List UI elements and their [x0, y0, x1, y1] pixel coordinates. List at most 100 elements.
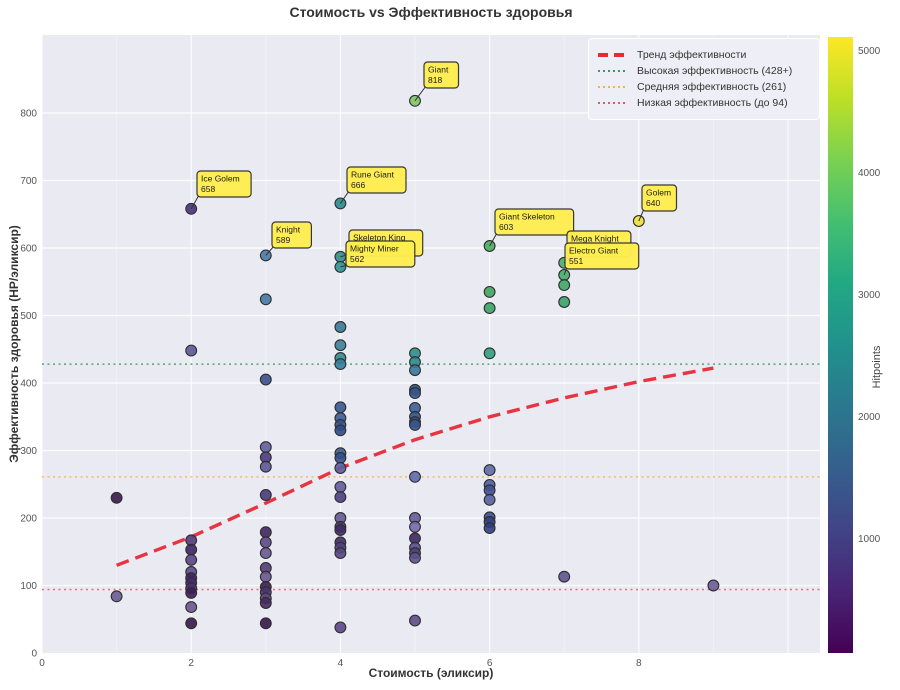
x-tick-label: 4: [338, 658, 344, 669]
annotation-box: [346, 166, 407, 194]
legend-item: Низкая эффективность (до 94): [598, 96, 810, 110]
annotation-value: 551: [569, 256, 583, 266]
annotation-value: 818: [428, 75, 442, 85]
legend-label: Низкая эффективность (до 94): [637, 97, 788, 109]
x-tick-label: 0: [39, 658, 45, 669]
scatter-point: [259, 617, 272, 630]
y-tick-label: 0: [31, 649, 37, 660]
scatter-point: [558, 296, 571, 308]
annotation-box: [641, 184, 678, 212]
colorbar-label: Hitpoints: [871, 345, 883, 389]
scatter-point: [409, 387, 421, 400]
annotation-value: 562: [350, 254, 364, 264]
scatter-point: [334, 424, 347, 437]
x-tick-label: 8: [636, 658, 642, 669]
annotation-name: Knight: [276, 225, 301, 235]
scatter-point: [334, 491, 347, 504]
legend-line-sample: [598, 102, 628, 104]
annotation-value: 603: [499, 222, 513, 232]
plot-background: [42, 35, 820, 653]
scatter-point: [334, 451, 347, 464]
y-tick-label: 200: [20, 514, 37, 525]
annotation-box: [494, 208, 575, 236]
scatter-point: [334, 480, 347, 493]
x-axis-label: Стоимость (эликсир): [368, 666, 494, 680]
legend-item: Тренд эффективности: [598, 48, 810, 62]
annotation-name: Mega Knight: [571, 234, 619, 244]
legend-label: Средняя эффективность (261): [637, 81, 787, 93]
annotation-value: 658: [201, 184, 215, 194]
colorbar-tick-label: 1000: [858, 533, 881, 545]
y-tick-label: 800: [20, 109, 37, 120]
y-tick-label: 500: [20, 311, 37, 322]
scatter-point: [409, 551, 421, 564]
scatter-point: [483, 285, 496, 298]
annotation-name: Giant Skeleton: [499, 212, 555, 222]
scatter-point: [334, 462, 347, 474]
legend-line-sample: [598, 86, 628, 88]
scatter-point: [259, 460, 272, 473]
scatter-point: [558, 269, 571, 281]
legend-item: Высокая эффективность (428+): [598, 64, 810, 78]
scatter-point: [259, 441, 272, 454]
scatter-point: [409, 520, 421, 533]
y-tick-label: 300: [20, 446, 37, 457]
annotation-box: [196, 170, 252, 198]
scatter-point: [259, 547, 272, 560]
scatter-point: [483, 240, 496, 252]
scatter-point: [409, 364, 421, 377]
scatter-point: [259, 489, 272, 501]
scatter-point: [483, 493, 496, 506]
annotation-arrow: [339, 190, 350, 204]
trend-line: [115, 366, 714, 567]
legend-line-sample: [598, 53, 628, 57]
y-tick-label: 100: [20, 581, 37, 592]
scatter-point: [185, 601, 198, 614]
x-tick-label: 2: [188, 658, 194, 669]
scatter-point: [259, 536, 272, 549]
colorbar-tick-label: 4000: [858, 167, 881, 179]
colorbar-tick-label: 3000: [858, 289, 881, 301]
scatter-point: [334, 401, 347, 414]
annotation-arrow: [190, 194, 200, 210]
scatter-point: [185, 586, 198, 599]
legend-label: Высокая эффективность (428+): [637, 65, 793, 77]
annotation-arrow: [414, 85, 427, 102]
scatter-point: [334, 250, 347, 263]
scatter-point: [632, 215, 645, 227]
scatter-point: [334, 358, 347, 371]
colorbar-gradient: [828, 37, 853, 653]
scatter-point: [483, 347, 496, 360]
scatter-point: [334, 321, 347, 333]
annotation-box: [564, 242, 640, 270]
scatter-point: [334, 547, 347, 560]
y-tick-label: 600: [20, 244, 37, 255]
annotation-box: [423, 61, 460, 89]
annotation-box: [271, 221, 313, 249]
scatter-point: [334, 621, 347, 634]
scatter-point: [409, 470, 421, 483]
legend-label: Тренд эффективности: [637, 49, 747, 61]
scatter-point: [110, 590, 123, 603]
scatter-point: [259, 597, 272, 609]
legend: Тренд эффективности Высокая эффективность…: [588, 38, 820, 120]
annotation-value: 589: [276, 235, 290, 245]
scatter-point: [110, 491, 123, 504]
annotation-box: [345, 240, 416, 268]
y-tick-label: 700: [20, 176, 37, 187]
y-axis-label: Эффективность здоровья (HP/эликсир): [7, 225, 21, 463]
scatter-point: [259, 293, 272, 306]
scatter-point: [409, 614, 421, 627]
x-tick-label: 6: [487, 658, 493, 669]
colorbar-tick-label: 5000: [858, 45, 881, 57]
scatter-point: [483, 302, 496, 315]
annotation-name: Ice Golem: [201, 174, 240, 184]
scatter-point: [185, 344, 198, 357]
scatter-point: [259, 570, 272, 583]
annotation-name: Skeleton King: [353, 233, 406, 243]
legend-item: Средняя эффективность (261): [598, 80, 810, 94]
y-tick-label: 400: [20, 379, 37, 390]
scatter-point: [409, 418, 421, 431]
scatter-point: [558, 570, 571, 583]
